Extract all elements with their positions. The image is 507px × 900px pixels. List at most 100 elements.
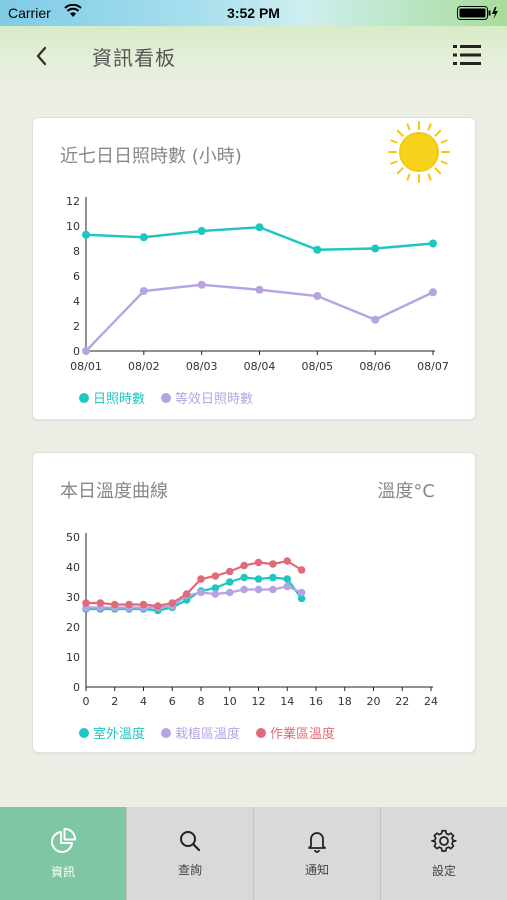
list-menu-icon[interactable] <box>453 42 481 68</box>
data-point <box>313 292 322 300</box>
temperature-chart-title: 本日溫度曲線 <box>60 481 168 502</box>
pie-chart-icon <box>51 828 76 853</box>
y-tick-label: 4 <box>73 295 80 308</box>
data-point <box>168 599 177 607</box>
legend-label: 栽植區溫度 <box>175 727 241 742</box>
legend-label: 室外溫度 <box>93 727 146 742</box>
series-line <box>85 283 434 352</box>
x-tick-label: 08/02 <box>128 360 160 373</box>
data-point <box>82 230 90 239</box>
x-tick-label: 14 <box>280 695 294 708</box>
data-point <box>254 558 263 567</box>
data-point <box>125 600 133 609</box>
legend-label: 作業區溫度 <box>270 727 336 742</box>
x-tick-label: 22 <box>395 695 409 708</box>
y-tick-label: 2 <box>73 320 80 333</box>
temperature-unit-label: 溫度°C <box>377 481 435 502</box>
tab-label: 設定 <box>431 864 456 878</box>
legend-item[interactable]: 作業區溫度 <box>256 723 335 742</box>
data-point <box>96 599 105 607</box>
legend-dot <box>79 392 89 403</box>
x-tick-label: 8 <box>198 695 205 708</box>
page-title: 資訊看板 <box>92 46 176 70</box>
wifi-icon <box>64 4 82 17</box>
legend-dot <box>161 727 172 738</box>
legend-item[interactable]: 室外溫度 <box>79 723 145 742</box>
data-point <box>82 347 90 355</box>
legend-dot <box>256 727 267 738</box>
tab-settings[interactable]: 設定 <box>380 807 507 900</box>
data-point <box>313 245 322 254</box>
data-point <box>240 585 248 594</box>
data-point <box>283 557 292 565</box>
tab-label: 通知 <box>304 863 329 877</box>
data-point <box>211 572 220 580</box>
y-tick-label: 30 <box>66 591 80 604</box>
tab-query[interactable]: 查詢 <box>126 807 253 900</box>
y-tick-label: 40 <box>66 561 80 574</box>
y-tick-label: 10 <box>66 651 80 664</box>
x-tick-label: 2 <box>111 695 118 708</box>
tab-info[interactable]: 資訊 <box>0 807 126 900</box>
y-tick-label: 20 <box>66 621 80 634</box>
data-point <box>211 590 220 598</box>
bell-icon <box>308 832 326 853</box>
data-point <box>255 223 264 232</box>
y-tick-label: 6 <box>73 270 80 283</box>
gear-icon <box>431 829 457 852</box>
temperature-card: 本日溫度曲線 溫度°C 0 10 20 30 40 50 0 2 4 6 8 10 12 14 16 18 20… <box>32 452 476 753</box>
legend-dot <box>161 392 172 403</box>
data-point <box>283 582 292 591</box>
battery-icon <box>457 6 498 20</box>
x-tick-label: 08/06 <box>359 360 391 373</box>
navigation-bar: 資訊看板 <box>0 26 507 86</box>
sunshine-hours-card: 近七日日照時數 (小時) 0 2 4 6 8 10 12 08/01 08/02 08/03 08/… <box>32 117 476 420</box>
data-point <box>197 280 206 289</box>
sun-icon <box>388 121 450 183</box>
x-tick-label: 24 <box>424 695 438 708</box>
x-tick-label: 4 <box>140 695 147 708</box>
sunshine-line-chart: 0 2 4 6 8 10 12 08/01 08/02 08/03 08/04 08/05 08/06 0… <box>66 195 449 373</box>
data-point <box>139 600 148 609</box>
legend-label: 日照時數 <box>93 392 146 407</box>
data-point <box>197 588 205 597</box>
x-tick-label: 18 <box>338 695 352 708</box>
tab-notifications[interactable]: 通知 <box>253 807 380 900</box>
y-tick-label: 0 <box>73 681 80 694</box>
legend-item[interactable]: 等效日照時數 <box>161 388 253 407</box>
data-point <box>429 288 437 297</box>
x-tick-label: 20 <box>367 695 381 708</box>
data-point <box>225 567 234 576</box>
y-tick-label: 50 <box>66 531 80 544</box>
data-point <box>139 233 148 242</box>
legend-item[interactable]: 栽植區溫度 <box>161 723 240 742</box>
data-point <box>154 602 162 610</box>
data-point <box>255 285 264 294</box>
series-line <box>86 576 303 612</box>
x-tick-label: 08/04 <box>244 360 276 373</box>
legend-item[interactable]: 日照時數 <box>79 388 145 407</box>
data-point <box>371 244 380 253</box>
chevron-left-icon[interactable] <box>30 42 54 70</box>
data-point <box>254 585 263 594</box>
x-tick-label: 6 <box>169 695 176 708</box>
data-point <box>240 561 248 570</box>
x-tick-label: 0 <box>83 695 90 708</box>
series-line <box>86 559 303 608</box>
y-tick-label: 12 <box>66 195 80 208</box>
data-point <box>197 575 205 583</box>
tab-label: 資訊 <box>50 865 75 879</box>
data-point <box>429 239 437 248</box>
y-tick-label: 8 <box>73 245 80 258</box>
data-point <box>254 575 263 583</box>
data-point <box>269 560 277 568</box>
search-icon <box>180 831 201 852</box>
data-point <box>225 578 234 586</box>
legend-dot <box>79 727 89 738</box>
sunshine-legend: 日照時數 等效日照時數 <box>79 388 253 407</box>
data-point <box>110 600 119 609</box>
data-point <box>211 584 220 592</box>
sunshine-chart-title: 近七日日照時數 (小時) <box>60 146 242 167</box>
data-point <box>225 588 234 597</box>
